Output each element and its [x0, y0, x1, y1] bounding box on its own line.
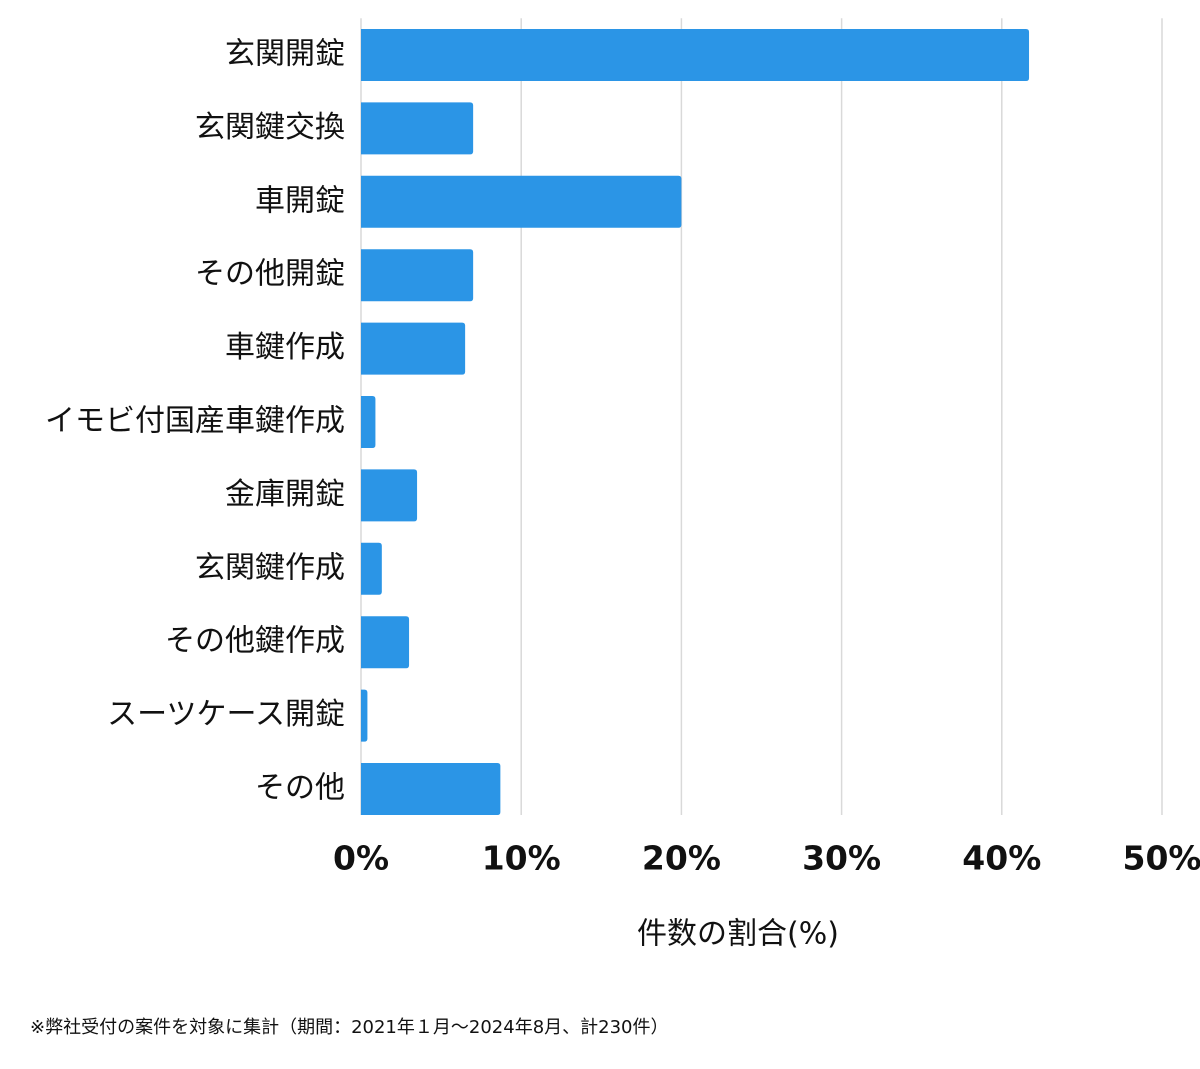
x-tick-label: 0%: [333, 839, 389, 878]
bar: [361, 542, 382, 595]
y-tick-label: 車開錠: [255, 183, 345, 218]
bar: [361, 469, 418, 522]
bar: [361, 175, 682, 228]
y-tick-label: スーツケース開錠: [107, 697, 345, 732]
x-axis-title: 件数の割合(%): [637, 917, 839, 952]
bar: [361, 322, 466, 375]
y-tick-label: 玄関開錠: [225, 37, 345, 72]
bar: [361, 763, 501, 815]
y-tick-label: その他開錠: [195, 257, 345, 292]
bar: [360, 29, 1030, 81]
y-tick-label: 金庫開錠: [225, 477, 345, 512]
y-tick-label: その他: [255, 771, 345, 806]
bar: [361, 689, 368, 742]
y-tick-label: 車鍵作成: [225, 330, 345, 365]
y-tick-label: イモビ付国産車鍵作成: [45, 404, 345, 439]
y-tick-label: 玄関鍵交換: [195, 110, 345, 145]
x-tick-label: 10%: [482, 839, 561, 878]
x-tick-label: 50%: [1123, 839, 1200, 878]
footnote: ※弊社受付の案件を対象に集計（期間：2021年１月〜2024年8月、計230件）: [30, 1017, 669, 1038]
y-tick-label: その他鍵作成: [165, 624, 345, 659]
x-tick-label: 40%: [962, 839, 1041, 878]
bar: [361, 396, 376, 448]
x-tick-label: 30%: [802, 839, 881, 878]
bar: [361, 102, 474, 155]
y-tick-label: 玄関鍵作成: [195, 550, 345, 585]
bar: [361, 249, 474, 302]
x-tick-label: 20%: [642, 839, 721, 878]
bar: [361, 616, 410, 669]
